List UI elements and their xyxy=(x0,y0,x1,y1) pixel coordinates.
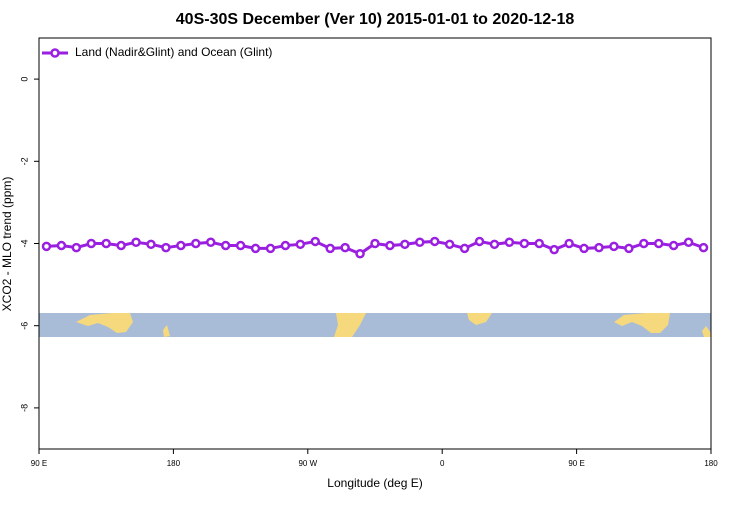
point xyxy=(385,240,395,251)
x-axis-label: Longitude (deg E) xyxy=(327,476,422,490)
point xyxy=(265,243,276,254)
point xyxy=(683,237,694,248)
y-axis-label: XCO2 - MLO trend (ppm) xyxy=(0,177,14,312)
point xyxy=(370,238,380,249)
point xyxy=(205,237,216,248)
point xyxy=(176,240,186,251)
point xyxy=(489,239,500,250)
legend-label: Land (Nadir&Glint) and Ocean (Glint) xyxy=(75,45,272,59)
point xyxy=(101,238,111,249)
point xyxy=(116,240,126,251)
point xyxy=(653,238,664,249)
point xyxy=(429,236,440,247)
x-tick-label: 90 W xyxy=(298,459,317,468)
chart-title: 40S-30S December (Ver 10) 2015-01-01 to … xyxy=(176,11,575,28)
point xyxy=(624,243,634,254)
point xyxy=(191,238,201,249)
x-tick-label: 180 xyxy=(167,459,181,468)
y-tick-label: -8 xyxy=(19,404,29,412)
point xyxy=(459,243,470,254)
point xyxy=(295,239,306,250)
point xyxy=(609,241,619,252)
point xyxy=(534,238,545,249)
x-tick-label: 90 E xyxy=(31,459,47,468)
point xyxy=(340,242,350,253)
point xyxy=(161,242,171,253)
y-tick-label: -2 xyxy=(19,157,29,165)
point xyxy=(131,237,141,248)
point xyxy=(444,239,455,250)
point xyxy=(639,238,649,249)
point xyxy=(355,249,365,259)
x-tick-label: 0 xyxy=(440,459,445,468)
point xyxy=(504,237,515,248)
y-tick-label: -6 xyxy=(19,322,29,330)
x-tick-label: 90 E xyxy=(568,459,584,468)
point xyxy=(280,240,291,251)
y-tick-label: 0 xyxy=(19,77,29,82)
point xyxy=(579,243,589,254)
x-tick-label: 180 xyxy=(704,459,718,468)
point xyxy=(698,242,709,253)
point xyxy=(564,238,574,249)
point xyxy=(474,236,485,247)
point xyxy=(86,238,97,249)
legend-marker xyxy=(50,48,60,58)
point xyxy=(71,242,82,253)
point xyxy=(519,238,530,249)
point xyxy=(549,244,559,255)
point xyxy=(41,241,52,252)
point xyxy=(325,243,335,254)
point xyxy=(146,239,156,250)
point xyxy=(400,239,410,250)
point xyxy=(220,240,231,251)
point xyxy=(594,242,604,253)
point xyxy=(415,237,425,248)
map-strip xyxy=(39,313,711,337)
point xyxy=(310,236,321,247)
point xyxy=(250,243,261,254)
point xyxy=(235,240,246,251)
point xyxy=(668,240,679,251)
point xyxy=(56,240,67,251)
y-tick-label: -4 xyxy=(19,239,29,247)
